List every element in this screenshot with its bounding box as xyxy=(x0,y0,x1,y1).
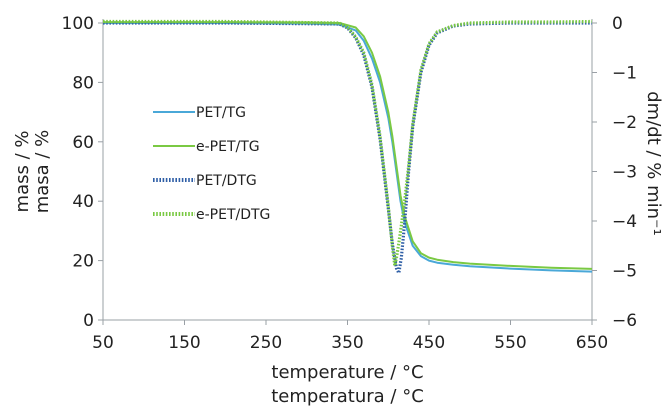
x-tick-label: 550 xyxy=(494,333,526,353)
legend-label: e-PET/DTG xyxy=(196,207,270,223)
legend-label: PET/DTG xyxy=(196,173,257,189)
y-axis-title-left-alt: masa / % xyxy=(32,130,53,214)
legend: PET/TG e-PET/TG PET/DTG e-PET/DTG xyxy=(153,105,270,223)
left-tick-label: 20 xyxy=(72,252,94,272)
right-tick-label: −3 xyxy=(612,163,637,183)
series-pet-tg xyxy=(103,22,593,273)
right-tick-label: 0 xyxy=(612,14,623,34)
axis-titles: temperature / °C temperatura / °C mass / %… xyxy=(12,91,662,407)
left-tick-label: 100 xyxy=(62,14,94,34)
right-tick-label: −2 xyxy=(612,113,637,133)
x-tick-label: 150 xyxy=(168,333,200,353)
right-tick-label: −5 xyxy=(612,262,637,282)
left-tick-label: 40 xyxy=(72,192,94,212)
left-tick-label: 60 xyxy=(72,133,94,153)
left-tick-label: 0 xyxy=(83,311,94,331)
y-axis-title-left: mass / % xyxy=(12,131,33,213)
x-axis-title-alt: temperatura / °C xyxy=(271,386,424,407)
x-tick-label: 350 xyxy=(331,333,363,353)
x-tick-label: 450 xyxy=(413,333,445,353)
x-tick-label: 650 xyxy=(576,333,608,353)
right-tick-label: −1 xyxy=(612,64,637,84)
legend-label: e-PET/TG xyxy=(196,139,260,155)
plot-area xyxy=(103,19,593,275)
x-axis-title: temperature / °C xyxy=(271,362,423,383)
right-tick-label: −4 xyxy=(612,212,637,232)
right-tick-label: −6 xyxy=(612,311,637,331)
axes xyxy=(98,19,597,325)
x-tick-label: 50 xyxy=(92,333,114,353)
series-e-pet-dtg xyxy=(103,19,593,268)
left-tick-label: 80 xyxy=(72,73,94,93)
y-axis-title-right: dm/dt / % min⁻¹ xyxy=(643,91,662,236)
series-pet-dtg xyxy=(103,21,592,275)
x-tick-label: 250 xyxy=(250,333,282,353)
legend-label: PET/TG xyxy=(196,105,246,121)
tick-labels: 0 20 40 60 80 100 0 −1 −2 −3 −4 −5 −6 50 150 250 350 450 5… xyxy=(62,14,638,353)
